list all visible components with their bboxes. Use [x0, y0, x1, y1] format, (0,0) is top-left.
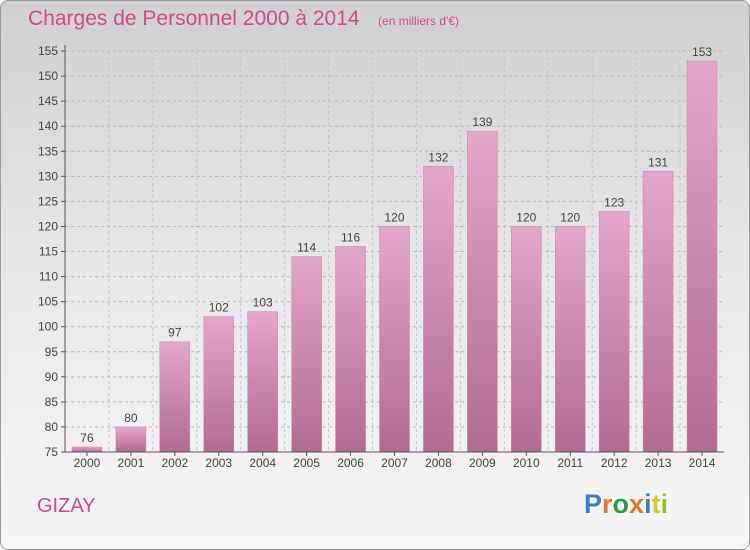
town-name: GIZAY: [37, 495, 96, 517]
bar-2005: [291, 256, 322, 453]
x-tick-label-2004: 2004: [249, 456, 276, 470]
y-tick-label: 95: [45, 345, 59, 359]
bar-2004: [247, 311, 278, 453]
data-label-2011: 120: [560, 210, 580, 224]
y-tick-label: 110: [39, 270, 58, 284]
data-label-2009: 139: [472, 115, 492, 129]
axes: 75 80 85 90 95 100 105 110 115 120 125 130 135 140 145…: [38, 44, 724, 459]
data-label-2008: 132: [428, 150, 448, 164]
x-tick-label-2011: 2011: [557, 456, 583, 470]
bar-2006: [335, 246, 366, 453]
x-tick-label-2014: 2014: [689, 456, 716, 470]
proxiti-logo[interactable]: Proxiti: [584, 489, 668, 520]
x-tick-label-2012: 2012: [601, 456, 628, 470]
y-tick-label: 130: [38, 169, 58, 183]
bars: [71, 60, 718, 453]
y-tick-label: 145: [38, 94, 58, 108]
logo-letter: P: [584, 489, 603, 519]
bar-2011: [554, 226, 586, 453]
y-tick-label: 75: [45, 445, 59, 459]
logo-letter: x: [629, 489, 645, 519]
y-tick-label: 125: [38, 194, 58, 208]
data-label-2002: 97: [168, 326, 182, 340]
data-label-2003: 102: [209, 301, 229, 315]
y-tick-label: 105: [38, 295, 58, 309]
x-tick-label-2006: 2006: [337, 456, 364, 470]
bar-2013: [642, 171, 674, 453]
y-tick-label: 100: [38, 320, 58, 334]
x-tick-label-2001: 2001: [118, 456, 145, 470]
data-label-2000: 76: [80, 431, 94, 445]
data-label-2007: 120: [384, 210, 404, 224]
bar-2002: [159, 341, 191, 453]
x-tick-label-2013: 2013: [645, 456, 672, 470]
x-tick-label-2003: 2003: [205, 456, 232, 470]
logo-letter: i: [660, 489, 669, 519]
data-label-2001: 80: [124, 411, 138, 425]
data-label-2010: 120: [516, 210, 536, 224]
data-label-2014: 153: [692, 45, 712, 59]
y-tick-label: 135: [38, 144, 58, 158]
data-label-2004: 103: [253, 296, 273, 310]
bar-2000: [71, 446, 103, 453]
y-tick-label: 155: [38, 44, 58, 58]
y-tick-label: 140: [38, 119, 58, 133]
x-tick-label-2005: 2005: [293, 456, 320, 470]
y-tick-label: 115: [39, 245, 58, 259]
data-label-2005: 114: [297, 241, 316, 255]
y-tick-label: 80: [45, 420, 59, 434]
logo-letter: o: [612, 489, 630, 519]
data-label-2012: 123: [604, 195, 624, 209]
x-tick-label-2009: 2009: [469, 456, 496, 470]
logo-letter: t: [651, 489, 661, 519]
chart-title: Charges de Personnel 2000 à 2014: [28, 7, 360, 30]
x-tick-label-2008: 2008: [425, 456, 452, 470]
bar-2001: [115, 426, 147, 453]
bar-2010: [511, 226, 542, 453]
x-tick-label-2007: 2007: [381, 456, 408, 470]
x-tick-label-2002: 2002: [161, 456, 188, 470]
bar-2009: [467, 130, 498, 453]
x-tick-label-2000: 2000: [74, 456, 101, 470]
bar-2012: [598, 211, 630, 453]
logo-letter: i: [644, 489, 652, 519]
y-tick-label: 90: [45, 370, 59, 384]
data-labels: 76 2000 80 2001 97 2002 102 2003 103 2004 114 2005 1…: [74, 45, 716, 470]
logo-letter: r: [602, 489, 613, 519]
bar-2008: [423, 166, 454, 453]
data-label-2013: 131: [648, 155, 668, 169]
x-tick-label-2010: 2010: [513, 456, 540, 470]
title-row: Charges de Personnel 2000 à 2014 (en mil…: [28, 7, 459, 31]
bar-2014: [686, 60, 718, 453]
chart-subtitle: (en milliers d'€): [378, 14, 460, 28]
y-tick-label: 150: [38, 69, 58, 83]
bar-2003: [203, 316, 235, 453]
y-tick-label: 120: [38, 219, 58, 233]
bar-2007: [379, 226, 410, 453]
y-tick-label: 85: [45, 395, 59, 409]
data-label-2006: 116: [341, 230, 360, 244]
